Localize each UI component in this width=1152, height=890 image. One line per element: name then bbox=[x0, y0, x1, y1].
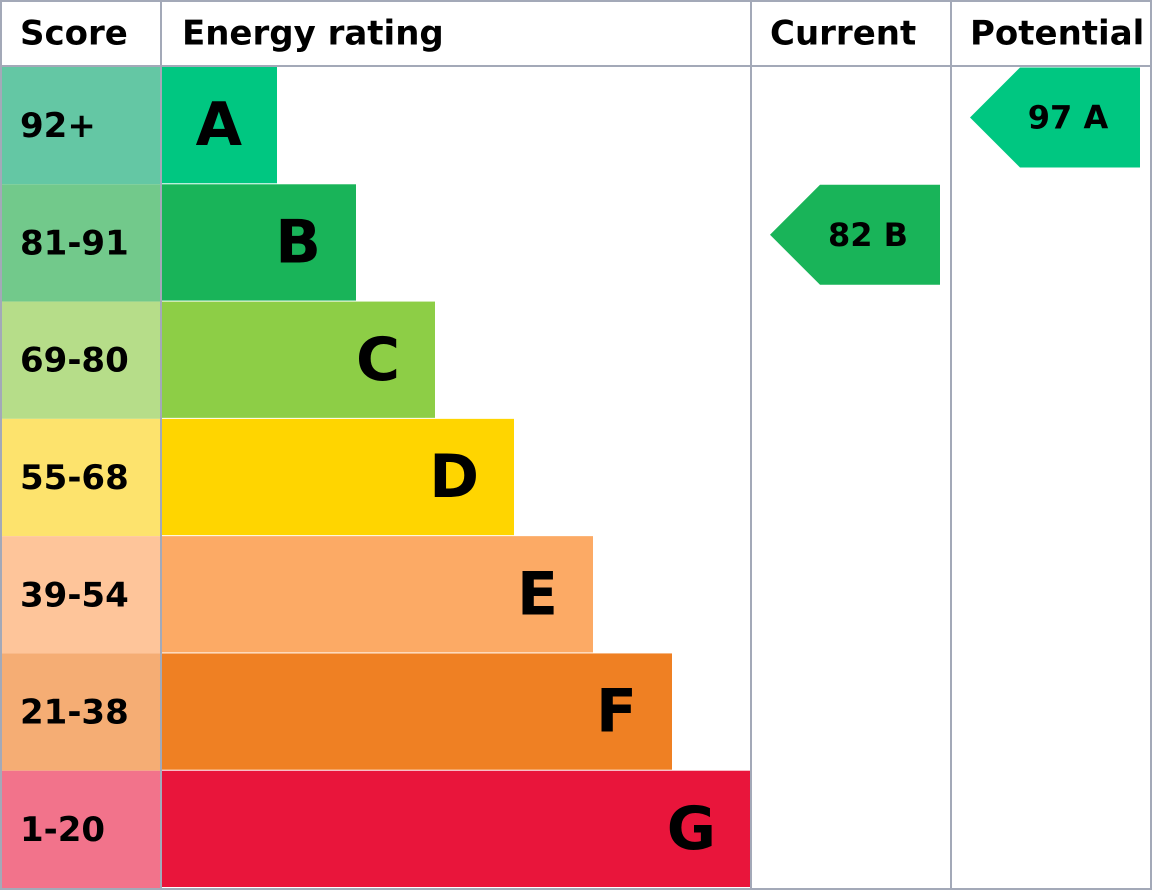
score-cell bbox=[1, 418, 161, 537]
score-cell bbox=[1, 653, 161, 771]
current-rating: B bbox=[884, 216, 908, 254]
rating-letter: F bbox=[596, 677, 637, 747]
score-cell bbox=[1, 301, 161, 419]
score-cell bbox=[1, 67, 161, 185]
score-cell bbox=[1, 184, 161, 302]
rating-letter: E bbox=[517, 559, 558, 629]
rating-bar bbox=[162, 770, 751, 887]
potential-label: 97 A bbox=[1028, 99, 1109, 137]
rating-bar bbox=[162, 184, 356, 301]
score-label: 81-91 bbox=[20, 223, 129, 263]
current-score: 82 bbox=[828, 216, 873, 254]
rating-letter: C bbox=[356, 325, 400, 395]
rating-letter: A bbox=[196, 90, 243, 160]
current-arrow bbox=[770, 184, 940, 285]
space bbox=[873, 216, 884, 254]
score-label: 21-38 bbox=[20, 693, 129, 733]
potential-header: Potential bbox=[970, 14, 1144, 54]
score-label: 1-20 bbox=[20, 810, 105, 850]
score-label: 69-80 bbox=[20, 341, 129, 381]
rating-letter: B bbox=[275, 208, 321, 278]
current-label: 82 B bbox=[828, 216, 908, 254]
score-label: 55-68 bbox=[20, 458, 129, 498]
potential-arrow bbox=[970, 67, 1140, 168]
rating-letter: G bbox=[667, 794, 716, 864]
score-label: 39-54 bbox=[20, 575, 129, 615]
rating-bar bbox=[162, 653, 672, 770]
score-cell bbox=[1, 536, 161, 654]
rating-header: Energy rating bbox=[182, 14, 444, 54]
current-header: Current bbox=[770, 14, 916, 54]
potential-score: 97 bbox=[1028, 99, 1073, 137]
score-label: 92+ bbox=[20, 106, 96, 146]
potential-rating: A bbox=[1083, 99, 1108, 137]
space bbox=[1072, 99, 1083, 137]
score-header: Score bbox=[20, 14, 128, 54]
rating-bar bbox=[162, 67, 277, 184]
rating-bar bbox=[162, 536, 593, 653]
rating-bar bbox=[162, 301, 435, 418]
score-cell bbox=[1, 770, 161, 888]
rating-bar bbox=[162, 418, 514, 536]
rating-letter: D bbox=[429, 442, 479, 512]
